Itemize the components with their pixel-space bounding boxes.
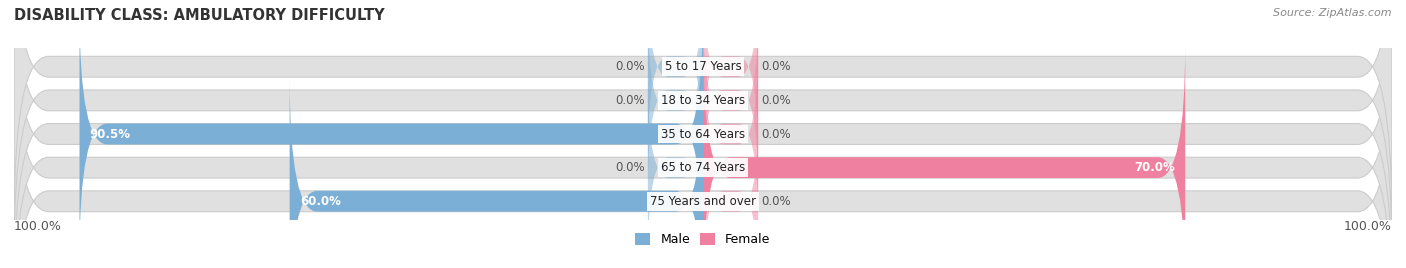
FancyBboxPatch shape: [14, 0, 1392, 258]
Text: 60.0%: 60.0%: [299, 195, 340, 208]
Text: 35 to 64 Years: 35 to 64 Years: [661, 128, 745, 140]
FancyBboxPatch shape: [703, 43, 1185, 268]
FancyBboxPatch shape: [290, 77, 703, 268]
Text: 65 to 74 Years: 65 to 74 Years: [661, 161, 745, 174]
Text: 0.0%: 0.0%: [614, 60, 644, 73]
Text: 0.0%: 0.0%: [614, 94, 644, 107]
FancyBboxPatch shape: [14, 43, 1392, 268]
FancyBboxPatch shape: [648, 77, 703, 258]
FancyBboxPatch shape: [703, 0, 758, 157]
Text: 70.0%: 70.0%: [1135, 161, 1175, 174]
Text: 75 Years and over: 75 Years and over: [650, 195, 756, 208]
FancyBboxPatch shape: [80, 10, 703, 258]
FancyBboxPatch shape: [648, 10, 703, 191]
FancyBboxPatch shape: [648, 0, 703, 157]
Text: 18 to 34 Years: 18 to 34 Years: [661, 94, 745, 107]
Text: 100.0%: 100.0%: [1344, 220, 1392, 233]
Text: DISABILITY CLASS: AMBULATORY DIFFICULTY: DISABILITY CLASS: AMBULATORY DIFFICULTY: [14, 8, 385, 23]
Text: Source: ZipAtlas.com: Source: ZipAtlas.com: [1274, 8, 1392, 18]
Text: 0.0%: 0.0%: [762, 128, 792, 140]
FancyBboxPatch shape: [14, 10, 1392, 268]
FancyBboxPatch shape: [14, 0, 1392, 268]
Text: 100.0%: 100.0%: [14, 220, 62, 233]
FancyBboxPatch shape: [703, 10, 758, 191]
Text: 0.0%: 0.0%: [762, 60, 792, 73]
FancyBboxPatch shape: [703, 43, 758, 225]
Text: 90.5%: 90.5%: [90, 128, 131, 140]
Text: 0.0%: 0.0%: [762, 195, 792, 208]
Text: 5 to 17 Years: 5 to 17 Years: [665, 60, 741, 73]
Legend: Male, Female: Male, Female: [630, 228, 776, 251]
FancyBboxPatch shape: [703, 111, 758, 268]
Text: 0.0%: 0.0%: [614, 161, 644, 174]
Text: 0.0%: 0.0%: [762, 94, 792, 107]
FancyBboxPatch shape: [14, 0, 1392, 225]
